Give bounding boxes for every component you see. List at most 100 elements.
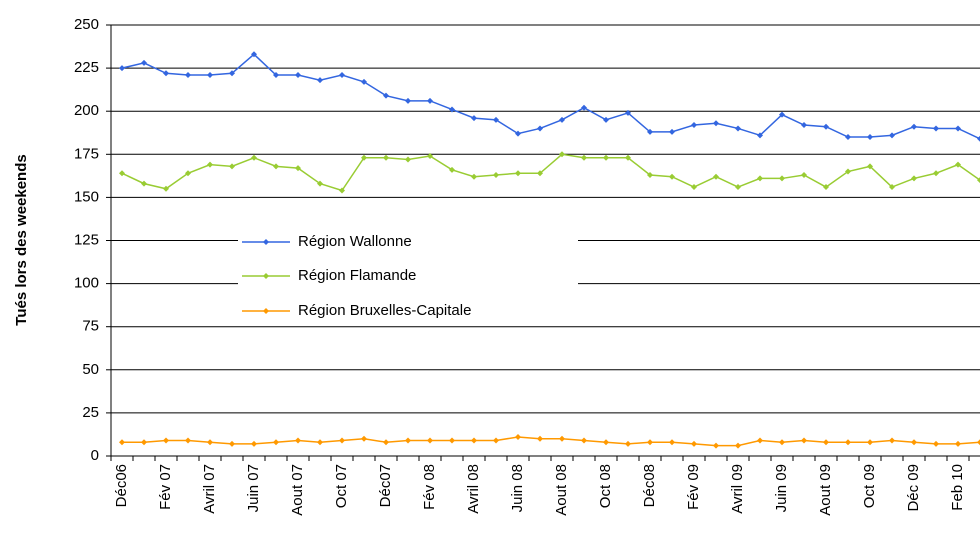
point xyxy=(669,439,675,446)
point xyxy=(361,154,367,161)
point xyxy=(801,437,807,444)
point xyxy=(427,437,433,444)
point xyxy=(295,437,301,444)
point xyxy=(713,442,719,449)
point xyxy=(185,170,191,177)
point xyxy=(955,125,961,132)
point xyxy=(317,180,323,187)
point xyxy=(493,437,499,444)
point xyxy=(735,442,741,449)
point xyxy=(713,120,719,127)
x-tick-label: Feb 10 xyxy=(949,464,966,511)
series-line xyxy=(121,53,980,140)
y-axis-title: Tués lors des weekends xyxy=(13,154,30,325)
point xyxy=(163,70,169,77)
point xyxy=(119,439,125,446)
x-tick-label: Juin 07 xyxy=(245,464,262,512)
point xyxy=(493,171,499,178)
point xyxy=(515,130,521,137)
point xyxy=(647,128,653,135)
point xyxy=(779,175,785,182)
x-tick-label: Aout 08 xyxy=(553,464,570,516)
point xyxy=(515,170,521,177)
y-tick-label: 225 xyxy=(74,59,99,76)
point xyxy=(251,154,257,161)
point xyxy=(691,184,697,191)
point xyxy=(779,439,785,446)
point xyxy=(713,173,719,180)
point xyxy=(273,439,279,446)
legend-marker xyxy=(263,273,269,279)
point xyxy=(779,111,785,118)
point xyxy=(625,154,631,161)
x-tick-label: Avril 07 xyxy=(201,464,218,514)
x-tick-label: Juin 08 xyxy=(509,464,526,512)
point xyxy=(955,440,961,447)
x-tick-label: Juin 09 xyxy=(773,464,790,512)
x-tick-label: Fév 07 xyxy=(157,464,174,510)
x-tick-label: Oct 09 xyxy=(861,464,878,508)
point xyxy=(867,163,873,170)
point xyxy=(537,170,543,177)
series-line xyxy=(121,153,980,192)
point xyxy=(427,97,433,104)
point xyxy=(581,104,587,111)
point xyxy=(317,439,323,446)
point xyxy=(625,109,631,116)
x-tick-label: Oct 07 xyxy=(333,464,350,508)
point xyxy=(229,70,235,77)
point xyxy=(691,440,697,447)
y-tick-label: 125 xyxy=(74,231,99,248)
point xyxy=(823,439,829,446)
x-tick-label: Oct 08 xyxy=(597,464,614,508)
point xyxy=(229,163,235,170)
point xyxy=(911,123,917,130)
point xyxy=(339,187,345,194)
point xyxy=(867,439,873,446)
point xyxy=(361,435,367,442)
point xyxy=(735,125,741,132)
legend-box xyxy=(238,224,578,326)
point xyxy=(691,121,697,128)
point xyxy=(515,434,521,441)
point xyxy=(647,171,653,178)
point xyxy=(669,173,675,180)
point xyxy=(977,439,980,446)
x-tick-label: Avril 09 xyxy=(729,464,746,514)
point xyxy=(119,170,125,177)
point xyxy=(339,437,345,444)
point xyxy=(559,435,565,442)
point xyxy=(757,175,763,182)
point xyxy=(537,125,543,132)
point xyxy=(251,440,257,447)
point xyxy=(911,439,917,446)
point xyxy=(801,171,807,178)
point xyxy=(317,77,323,84)
point xyxy=(185,437,191,444)
point xyxy=(229,440,235,447)
point xyxy=(933,440,939,447)
point xyxy=(449,106,455,113)
y-tick-label: 25 xyxy=(82,404,99,421)
point xyxy=(295,71,301,78)
point xyxy=(339,71,345,78)
point xyxy=(603,154,609,161)
point xyxy=(559,151,565,158)
point xyxy=(669,128,675,135)
point xyxy=(757,437,763,444)
point xyxy=(163,185,169,192)
point xyxy=(449,437,455,444)
point xyxy=(933,125,939,132)
y-tick-label: 0 xyxy=(91,447,99,464)
point xyxy=(735,184,741,191)
point xyxy=(889,437,895,444)
y-tick-label: 200 xyxy=(74,102,99,119)
legend-label: Région Flamande xyxy=(298,267,416,284)
point xyxy=(889,184,895,191)
point xyxy=(119,65,125,72)
point xyxy=(471,115,477,122)
series-line xyxy=(122,436,980,447)
point xyxy=(273,71,279,78)
y-tick-label: 100 xyxy=(74,275,99,292)
x-tick-label: Aout 09 xyxy=(817,464,834,516)
